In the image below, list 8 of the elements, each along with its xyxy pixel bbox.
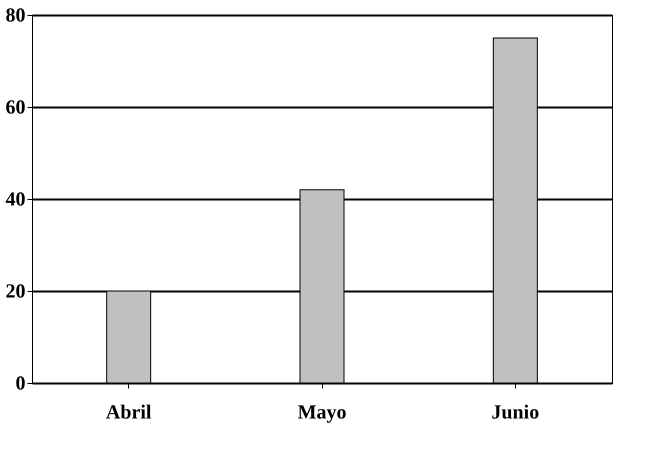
y-tick-label: 80 [6, 4, 26, 26]
x-tick-label: Junio [491, 402, 540, 424]
y-tick-label: 60 [6, 96, 26, 118]
y-tick-label: 0 [16, 372, 26, 394]
x-tick-label: Abril [106, 402, 152, 424]
y-tick-label: 20 [6, 280, 26, 302]
y-tick-label: 40 [6, 188, 26, 210]
x-tick-label: Mayo [298, 402, 346, 424]
